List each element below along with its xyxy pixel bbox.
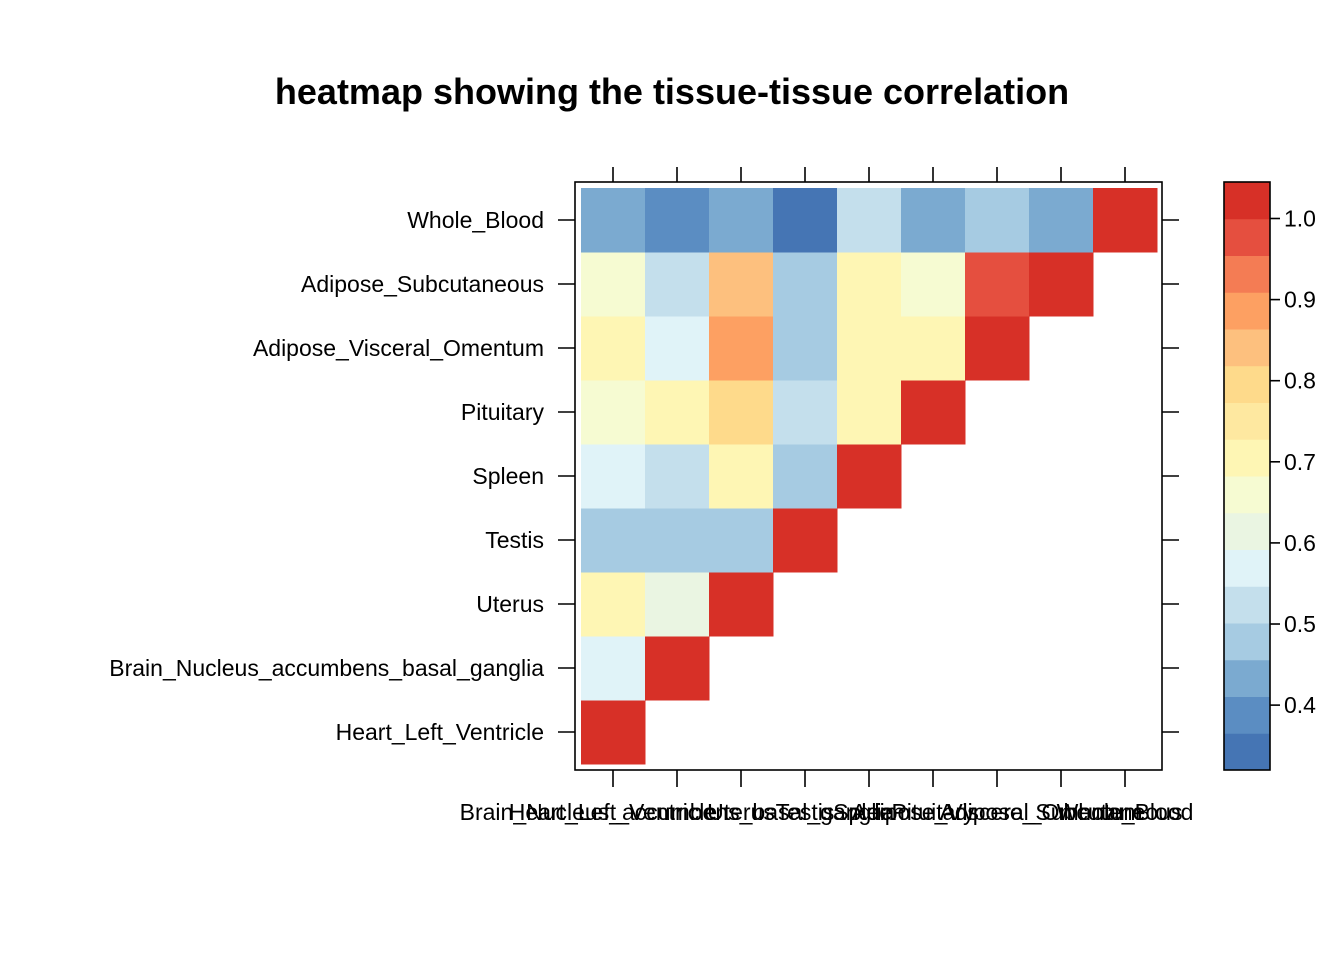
heatmap-cell-spleen-uterus bbox=[709, 444, 774, 509]
heatmap-cell-whole-blood-pituitary bbox=[901, 188, 966, 253]
heatmap-cell-pituitary-heart-left-ventricle bbox=[581, 380, 646, 445]
heatmap-cell-adipose-subcutaneous-adipose-visceral-omentum bbox=[965, 252, 1030, 317]
x-tick-label: Spleen bbox=[833, 799, 905, 825]
heatmap-cell-whole-blood-heart-left-ventricle bbox=[581, 188, 646, 253]
colorbar-tick-label: 0.5 bbox=[1284, 611, 1316, 637]
x-axis: Heart_Left_VentricleBrain_Nucleus_accumb… bbox=[460, 167, 1194, 825]
y-tick-label: Pituitary bbox=[461, 399, 545, 425]
x-tick-label: Brain_Nucleus_accumbens_basal_ganglia bbox=[460, 799, 895, 825]
colorbar-segment bbox=[1224, 733, 1270, 771]
heatmap-cell-adipose-subcutaneous-uterus bbox=[709, 252, 774, 317]
heatmap-cell-adipose-visceral-omentum-adipose-visceral-omentum bbox=[965, 316, 1030, 381]
colorbar-segment bbox=[1224, 476, 1270, 514]
colorbar-segment bbox=[1224, 586, 1270, 624]
chart-title: heatmap showing the tissue-tissue correl… bbox=[275, 71, 1069, 112]
heatmap-cell-adipose-visceral-omentum-testis bbox=[773, 316, 838, 381]
heatmap-cell-adipose-subcutaneous-adipose-subcutaneous bbox=[1029, 252, 1094, 317]
colorbar-tick-label: 0.6 bbox=[1284, 530, 1316, 556]
heatmap-cell-brain-nucleus-accumbens-basal-ganglia-brain-nucleus-accumbens-basal-ganglia bbox=[645, 636, 710, 701]
x-tick-label: Adipose_Subcutaneous bbox=[940, 799, 1183, 825]
colorbar-tick-label: 0.7 bbox=[1284, 449, 1316, 475]
colorbar-segment bbox=[1224, 549, 1270, 587]
heatmap-cell-adipose-visceral-omentum-heart-left-ventricle bbox=[581, 316, 646, 381]
heatmap-cell-adipose-subcutaneous-pituitary bbox=[901, 252, 966, 317]
heatmap-cell-adipose-subcutaneous-testis bbox=[773, 252, 838, 317]
y-axis: Heart_Left_Ventricle Brain_Nucleus_accumb… bbox=[109, 207, 1179, 745]
heatmap-cell-uterus-uterus bbox=[709, 572, 774, 637]
colorbar-segment bbox=[1224, 512, 1270, 550]
colorbar-segment bbox=[1224, 255, 1270, 293]
colorbar-tick-label: 0.9 bbox=[1284, 287, 1316, 313]
colorbar-tick-label: 0.8 bbox=[1284, 368, 1316, 394]
heatmap-cell-spleen-brain-nucleus-accumbens-basal-ganglia bbox=[645, 444, 710, 509]
y-tick-label: Whole_Blood bbox=[407, 207, 544, 233]
heatmap-cell-uterus-heart-left-ventricle bbox=[581, 572, 646, 637]
colorbar-segment bbox=[1224, 439, 1270, 477]
x-tick-label: Uterus bbox=[707, 799, 775, 825]
heatmap-cell-whole-blood-whole-blood bbox=[1093, 188, 1158, 253]
heatmap-cell-brain-nucleus-accumbens-basal-ganglia-heart-left-ventricle bbox=[581, 636, 646, 701]
heatmap-cell-spleen-testis bbox=[773, 444, 838, 509]
colorbar-segment bbox=[1224, 659, 1270, 697]
x-tick-label: Pituitary bbox=[891, 799, 975, 825]
y-tick-label: Testis bbox=[485, 527, 544, 553]
heatmap-cell-whole-blood-adipose-visceral-omentum bbox=[965, 188, 1030, 253]
y-tick-label: Adipose_Subcutaneous bbox=[301, 271, 544, 297]
colorbar-legend: 0.4 0.5 0.6 0.7 0.8 0.9 1.0 bbox=[1223, 181, 1316, 771]
heatmap-cell-pituitary-brain-nucleus-accumbens-basal-ganglia bbox=[645, 380, 710, 445]
colorbar-tick-label: 1.0 bbox=[1284, 205, 1316, 231]
heatmap-cell-pituitary-spleen bbox=[837, 380, 902, 445]
colorbar-segment bbox=[1224, 218, 1270, 256]
heatmap-cell-pituitary-testis bbox=[773, 380, 838, 445]
heatmap-cell-uterus-brain-nucleus-accumbens-basal-ganglia bbox=[645, 572, 710, 637]
heatmap-cell-testis-brain-nucleus-accumbens-basal-ganglia bbox=[645, 508, 710, 573]
heatmap-cell-adipose-visceral-omentum-pituitary bbox=[901, 316, 966, 381]
colorbar-frame bbox=[1223, 181, 1271, 771]
heatmap-cell-adipose-visceral-omentum-spleen bbox=[837, 316, 902, 381]
heatmap-cell-adipose-subcutaneous-brain-nucleus-accumbens-basal-ganglia bbox=[645, 252, 710, 317]
y-tick-label: Adipose_Visceral_Omentum bbox=[253, 335, 544, 361]
colorbar-tick-label: 0.4 bbox=[1284, 692, 1316, 718]
heatmap-cell-spleen-spleen bbox=[837, 444, 902, 509]
heatmap-cell-whole-blood-spleen bbox=[837, 188, 902, 253]
colorbar-segment bbox=[1224, 696, 1270, 734]
heatmap-cell-whole-blood-uterus bbox=[709, 188, 774, 253]
colorbar-segment bbox=[1224, 329, 1270, 367]
heatmap-cells bbox=[581, 188, 1158, 765]
x-tick-label: Heart_Left_Ventricle bbox=[509, 799, 717, 825]
x-tick-label: Whole_Blood bbox=[1057, 799, 1194, 825]
heatmap-cell-whole-blood-testis bbox=[773, 188, 838, 253]
heatmap-cell-testis-uterus bbox=[709, 508, 774, 573]
heatmap-cell-pituitary-uterus bbox=[709, 380, 774, 445]
x-tick-label: Testis bbox=[776, 799, 835, 825]
heatmap-cell-adipose-visceral-omentum-uterus bbox=[709, 316, 774, 381]
heatmap-cell-testis-heart-left-ventricle bbox=[581, 508, 646, 573]
heatmap-cell-whole-blood-brain-nucleus-accumbens-basal-ganglia bbox=[645, 188, 710, 253]
heatmap-cell-spleen-heart-left-ventricle bbox=[581, 444, 646, 509]
y-tick-label: Heart_Left_Ventricle bbox=[336, 719, 544, 745]
heatmap-cell-adipose-subcutaneous-heart-left-ventricle bbox=[581, 252, 646, 317]
heatmap-cell-whole-blood-adipose-subcutaneous bbox=[1029, 188, 1094, 253]
y-tick-label: Spleen bbox=[472, 463, 544, 489]
colorbar-segment bbox=[1224, 292, 1270, 330]
y-tick-label: Brain_Nucleus_accumbens_basal_ganglia bbox=[109, 655, 544, 681]
colorbar-segment bbox=[1224, 182, 1270, 220]
colorbar-segment bbox=[1224, 365, 1270, 403]
heatmap-cell-pituitary-pituitary bbox=[901, 380, 966, 445]
heatmap-cell-adipose-subcutaneous-spleen bbox=[837, 252, 902, 317]
heatmap-cell-adipose-visceral-omentum-brain-nucleus-accumbens-basal-ganglia bbox=[645, 316, 710, 381]
heatmap-cell-testis-testis bbox=[773, 508, 838, 573]
colorbar-segment bbox=[1224, 402, 1270, 440]
colorbar-segment bbox=[1224, 623, 1270, 661]
y-tick-label: Uterus bbox=[476, 591, 544, 617]
heatmap-cell-heart-left-ventricle-heart-left-ventricle bbox=[581, 700, 646, 765]
x-tick-label: Adipose_Visceral_Omentum bbox=[851, 799, 1142, 825]
